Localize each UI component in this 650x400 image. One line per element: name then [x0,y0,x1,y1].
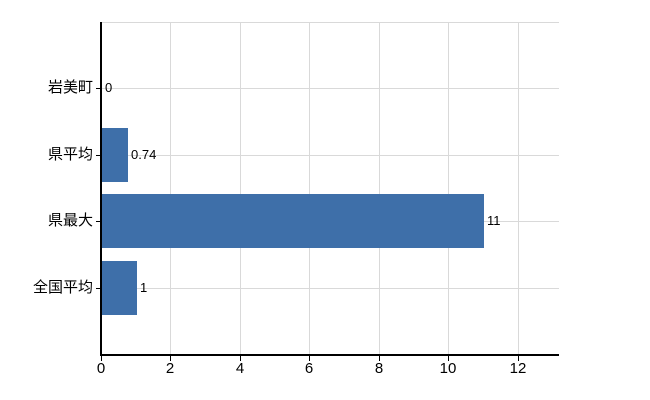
category-label: 岩美町 [47,79,93,96]
bar-value-label: 0.74 [131,147,157,162]
x-tick-label: 8 [374,360,384,377]
category-gridline [101,155,559,156]
x-axis-tick [518,356,519,361]
bar-value-label: 0 [105,80,113,95]
y-axis-tick [96,288,101,289]
y-axis-tick [96,221,101,222]
x-axis-tick [101,356,102,361]
category-label: 県最大 [47,212,93,229]
x-axis-line [100,354,559,356]
x-gridline [448,22,449,354]
category-label: 県平均 [47,146,93,163]
x-tick-label: 2 [165,360,175,377]
x-tick-label: 6 [304,360,314,377]
x-tick-label: 12 [509,360,527,377]
x-axis-tick [170,356,171,361]
x-tick-label: 0 [96,360,106,377]
x-gridline [170,22,171,354]
x-tick-label: 4 [235,360,245,377]
category-gridline [101,288,559,289]
x-gridline [240,22,241,354]
x-gridline [379,22,380,354]
x-tick-label: 10 [439,360,457,377]
bar-県平均 [102,128,128,182]
bar-value-label: 1 [140,280,148,295]
y-axis-line [100,22,102,356]
x-axis-tick [309,356,310,361]
plot-top-border [101,22,559,23]
bar-value-label: 11 [487,213,501,228]
bar-全国平均 [102,261,137,315]
x-axis-tick [240,356,241,361]
x-gridline [309,22,310,354]
x-axis-tick [379,356,380,361]
y-axis-tick [96,155,101,156]
bar-県最大 [102,194,484,248]
category-label: 全国平均 [32,279,93,296]
x-axis-tick [448,356,449,361]
x-gridline [518,22,519,354]
category-gridline [101,88,559,89]
y-axis-tick [96,88,101,89]
